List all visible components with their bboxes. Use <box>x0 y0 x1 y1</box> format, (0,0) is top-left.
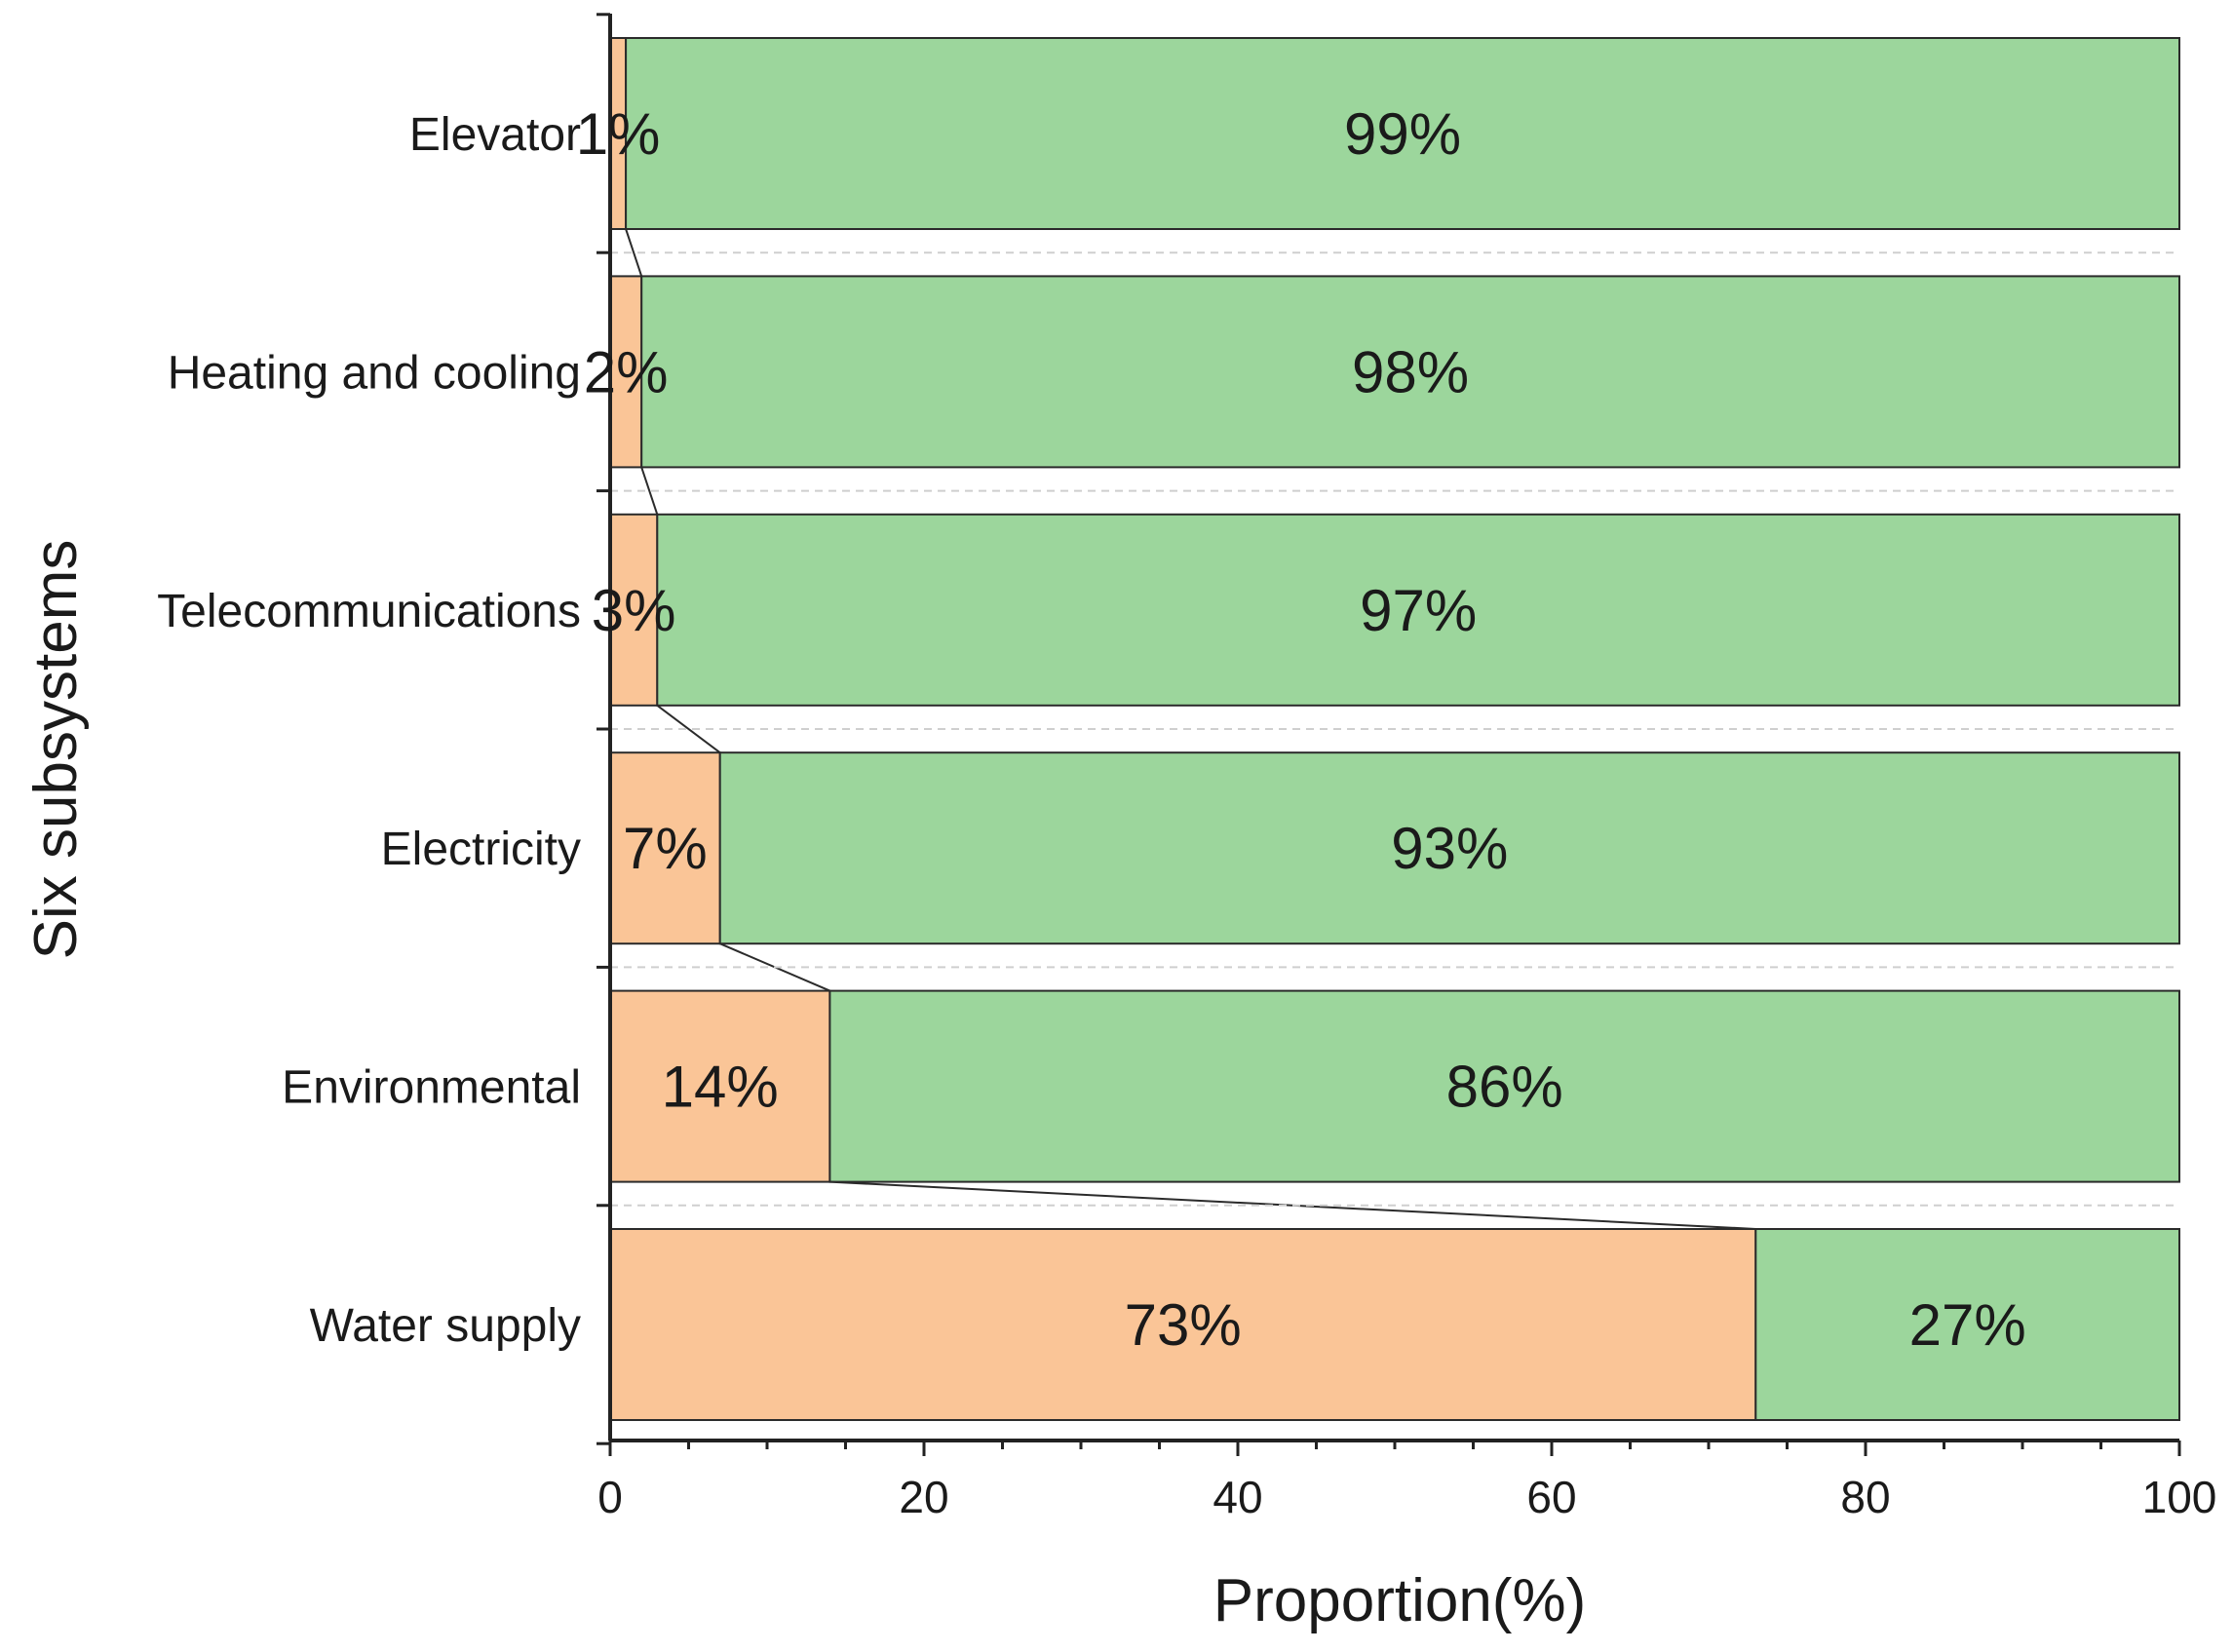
bar-data-label: 93% <box>1391 816 1508 881</box>
labels-group: 1% 99% Elevator 2% 98% Heating and cooling 3% 9… <box>157 101 2216 1522</box>
x-tick-label: 60 <box>1526 1472 1576 1522</box>
bar-data-label: 86% <box>1446 1055 1563 1120</box>
category-label: Water supply <box>310 1300 581 1352</box>
bar-data-label: 98% <box>1352 339 1469 404</box>
x-tick-label: 100 <box>2142 1472 2217 1522</box>
bar-segment <box>718 751 2181 945</box>
category-label: Telecommunications <box>157 586 581 637</box>
connector-line <box>640 467 659 516</box>
bar-segment <box>609 1228 1757 1421</box>
x-axis-title: Proportion(%) <box>1213 1567 1586 1634</box>
bar-data-label: 27% <box>1909 1292 2026 1358</box>
bar-data-label: 3% <box>592 578 676 643</box>
category-label: Elevator <box>409 109 581 161</box>
bar-segment <box>656 513 2180 707</box>
bar-segment <box>609 989 831 1183</box>
bar-data-label: 99% <box>1344 101 1461 167</box>
bar-segment <box>1754 1228 2181 1421</box>
category-label: Heating and cooling <box>168 347 581 399</box>
bar-segment <box>625 37 2180 230</box>
category-label: Environmental <box>282 1062 581 1114</box>
category-label: Electricity <box>381 824 581 875</box>
connector-line <box>625 228 643 277</box>
bar-data-label: 97% <box>1360 578 1477 643</box>
bar-segment <box>828 989 2180 1183</box>
bars-group <box>609 37 2181 1421</box>
bar-data-label: 7% <box>623 816 708 881</box>
bar-segment <box>609 513 659 707</box>
x-tick-label: 20 <box>899 1472 948 1522</box>
bar-segment <box>640 275 2181 469</box>
bar-data-label: 73% <box>1125 1292 1242 1358</box>
bar-segment <box>609 751 721 945</box>
axes-group <box>597 13 2181 1456</box>
x-tick-label: 80 <box>1840 1472 1890 1522</box>
x-tick-label: 40 <box>1213 1472 1262 1522</box>
bar-data-label: 14% <box>662 1055 779 1120</box>
bar-data-label: 2% <box>584 339 669 404</box>
bar-data-label: 1% <box>576 101 661 167</box>
x-tick-label: 0 <box>597 1472 623 1522</box>
y-axis-title: Six subsystems <box>22 540 90 960</box>
connector-line <box>656 705 721 753</box>
